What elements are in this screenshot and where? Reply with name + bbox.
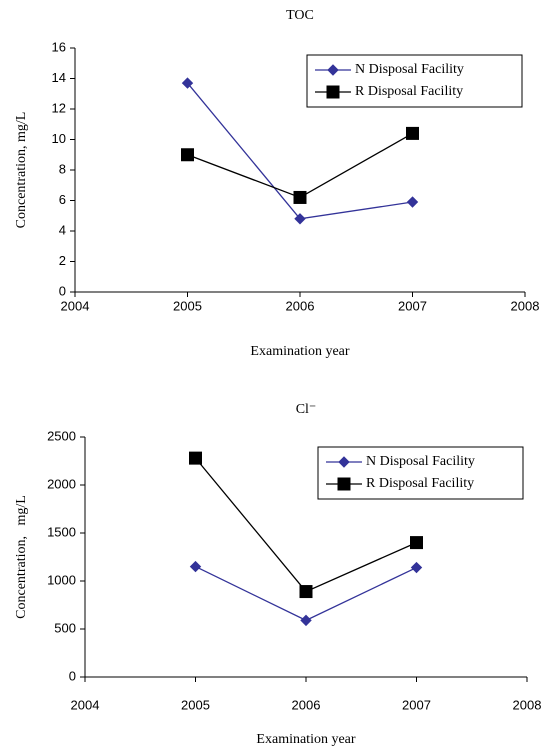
chart-title: Cl⁻ [296,402,317,417]
y-tick-label: 8 [59,161,66,176]
x-axis-label: Examination year [256,732,355,747]
y-tick-label: 0 [59,283,66,298]
y-tick-label: 2500 [47,428,76,443]
marker [294,213,306,225]
x-tick-label: 2008 [513,697,542,712]
y-tick-label: 16 [52,39,66,54]
legend-box [306,54,523,108]
marker [299,585,313,599]
x-axis-label: Examination year [250,344,349,359]
x-tick-label: 2006 [286,298,315,313]
marker [410,561,423,574]
marker [326,85,340,99]
y-tick-label: 14 [52,70,66,85]
x-tick-label: 2005 [181,697,210,712]
y-tick-label: 6 [59,192,66,207]
y-tick-label: 2 [59,253,66,268]
marker [181,77,194,89]
x-tick-label: 2004 [71,697,100,712]
x-tick-label: 2008 [511,298,540,313]
y-tick-label: 500 [54,620,76,635]
marker [410,536,423,550]
x-tick-label: 2007 [398,298,427,313]
y-axis-label: Concentration, mg/L [14,112,29,229]
marker [293,190,307,204]
marker [338,456,350,468]
y-tick-label: 2000 [47,476,76,491]
y-tick-label: 10 [52,131,66,146]
marker [189,451,202,465]
legend-label: N Disposal Facility [366,454,475,469]
series-line [187,132,413,199]
x-tick-label: 2007 [402,697,431,712]
marker [189,560,202,573]
legend-box [317,446,524,500]
y-tick-label: 0 [69,668,76,683]
legend-label: R Disposal Facility [355,84,463,99]
marker [406,196,419,208]
legend-label: N Disposal Facility [355,62,464,77]
y-axis-label: Concentration, mg/L [14,495,29,619]
x-tick-label: 2006 [292,697,321,712]
x-tick-label: 2005 [173,298,202,313]
y-tick-label: 1500 [47,524,76,539]
y-tick-label: 12 [52,100,66,115]
y-tick-label: 1000 [47,572,76,587]
marker [337,477,351,491]
y-tick-label: 4 [59,222,66,237]
x-tick-label: 2004 [61,298,90,313]
marker [406,126,419,140]
legend-label: R Disposal Facility [366,476,474,491]
marker [300,614,312,627]
marker [327,64,339,76]
marker [181,148,194,162]
chart-title: TOC [286,8,314,23]
